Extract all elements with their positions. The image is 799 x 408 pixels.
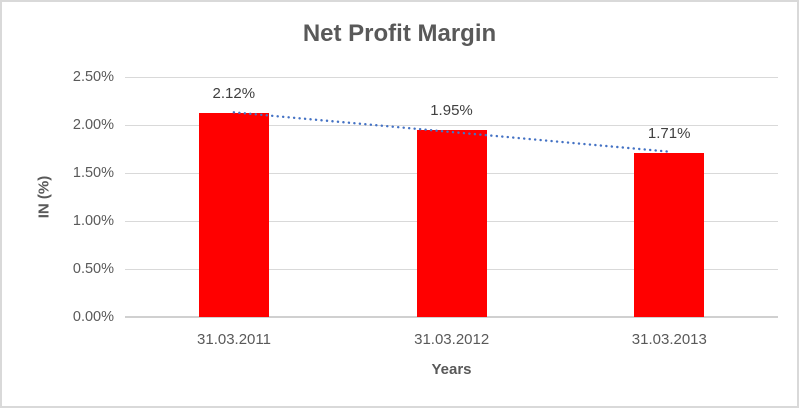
y-axis-tick-label: 1.50%	[72, 165, 114, 181]
bar-31.03.2011	[198, 113, 269, 317]
y-axis-tick-label: 0.00%	[72, 309, 114, 325]
bar-31.03.2012	[416, 129, 487, 317]
data-label: 1.95%	[430, 101, 473, 119]
x-axis-line	[125, 316, 778, 318]
data-label: 1.71%	[647, 124, 691, 142]
y-axis-tick-label: 2.50%	[72, 69, 114, 85]
x-axis-tick-label: 31.03.2013	[631, 331, 707, 348]
data-label: 2.12%	[212, 85, 256, 103]
y-axis-tick-label: 0.50%	[72, 261, 114, 277]
bar-31.03.2013	[634, 152, 705, 317]
x-axis-tick-label: 31.03.2011	[197, 331, 271, 348]
chart-title: Net Profit Margin	[302, 20, 497, 47]
gridline	[125, 77, 778, 78]
y-axis-tick-label: 1.00%	[72, 213, 114, 229]
y-axis-tick-label: 2.00%	[72, 117, 114, 133]
x-axis-tick-label: 31.03.2012	[414, 331, 490, 348]
x-axis-title: Years	[431, 361, 472, 378]
